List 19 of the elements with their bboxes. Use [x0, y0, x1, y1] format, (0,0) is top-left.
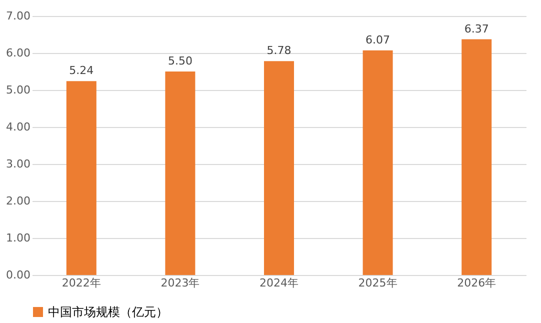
y-tick-label: 7.00: [6, 10, 30, 22]
y-tick-label: 4.00: [6, 120, 30, 134]
data-label: 6.07: [366, 33, 390, 46]
data-label: 5.78: [266, 44, 292, 58]
y-tick-label: 2.00: [6, 194, 30, 208]
x-tick-label: 2024年: [260, 276, 298, 290]
x-tick-label: 2023年: [160, 276, 200, 290]
y-tick-label: 3.00: [6, 158, 30, 170]
data-label: 5.24: [69, 64, 94, 78]
y-tick-label: 5.00: [6, 84, 30, 96]
y-tick-label: 1.00: [6, 232, 30, 244]
x-tick-label: 2025年: [358, 276, 398, 290]
y-tick-label: 6.00: [6, 46, 30, 60]
data-label: 6.37: [464, 22, 489, 36]
data-label: 5.50: [168, 54, 192, 68]
x-tick-label: 2022年: [62, 276, 101, 290]
legend-label: 中国市场规模（亿元）: [48, 305, 168, 319]
y-tick-label: 0.00: [6, 268, 30, 282]
x-tick-label: 2026年: [457, 276, 496, 290]
